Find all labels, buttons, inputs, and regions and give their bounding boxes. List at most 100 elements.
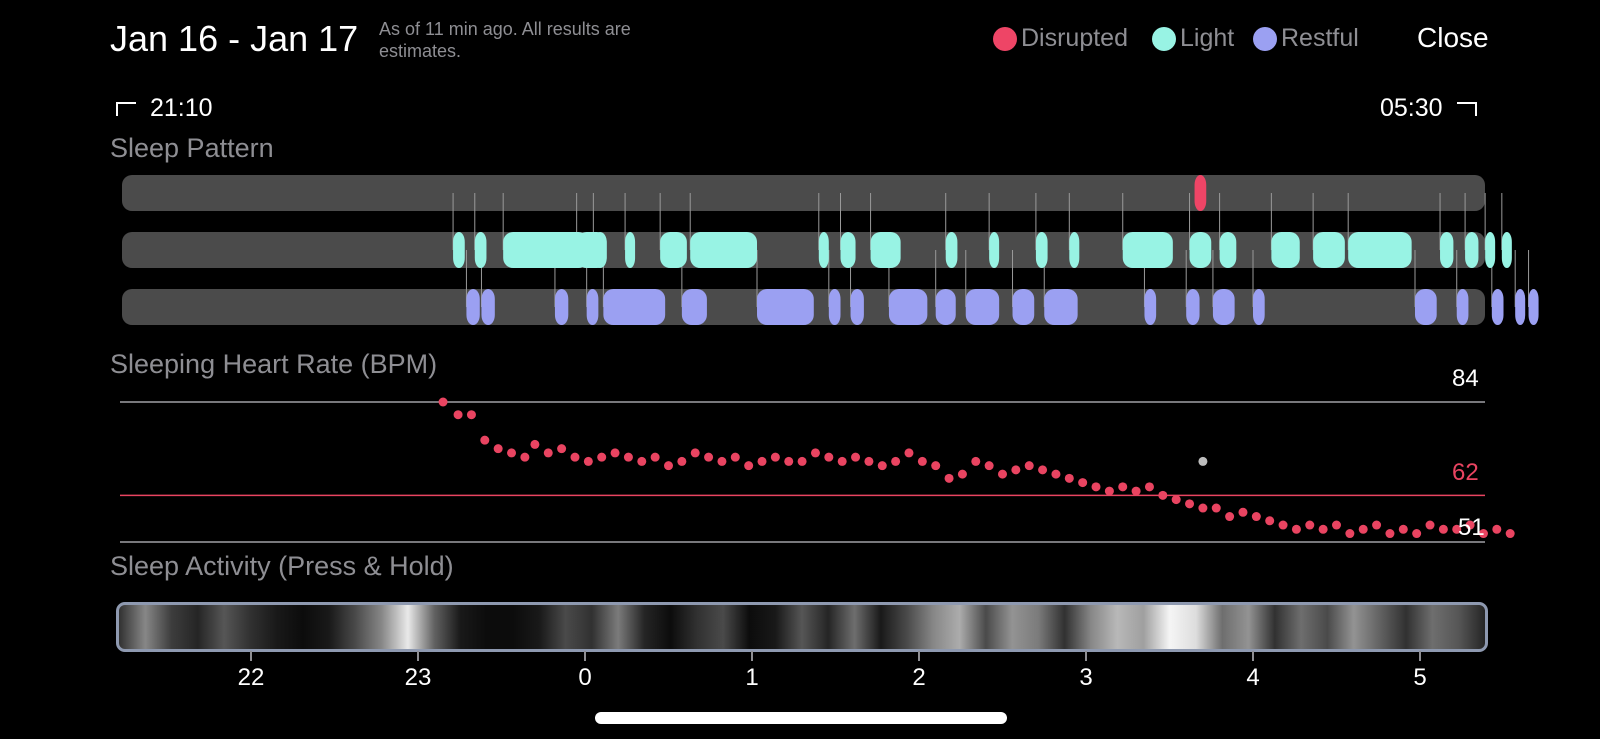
hr-point <box>1251 512 1261 522</box>
hr-point <box>677 456 687 466</box>
legend-label: Restful <box>1281 24 1359 52</box>
segment-restful <box>1012 289 1035 325</box>
hr-point <box>530 439 540 449</box>
segment-restful <box>1515 289 1526 325</box>
hr-point <box>1185 499 1195 509</box>
hr-point <box>1438 524 1448 534</box>
axis-tick <box>250 651 252 661</box>
segment-restful <box>757 289 814 325</box>
sleep-activity-bar[interactable] <box>116 602 1488 652</box>
segment-restful <box>1212 289 1235 325</box>
hr-point <box>637 456 647 466</box>
hr-point <box>1492 524 1502 534</box>
hr-point <box>1505 529 1515 539</box>
heart-rate-title: Sleeping Heart Rate (BPM) <box>110 349 438 379</box>
hr-point <box>1265 516 1275 526</box>
hr-point <box>1211 503 1221 513</box>
segment-disrupted <box>1194 175 1207 211</box>
segment-light <box>503 232 589 268</box>
hr-point <box>493 444 503 454</box>
segment-restful <box>828 289 841 325</box>
hr-point <box>1398 524 1408 534</box>
segment-light <box>1348 232 1412 268</box>
hr-point <box>1291 524 1301 534</box>
segment-restful <box>1044 289 1078 325</box>
legend-label: Light <box>1180 24 1235 52</box>
hr-point <box>837 456 847 466</box>
hr-point <box>744 461 754 471</box>
hr-point <box>466 410 476 420</box>
close-button[interactable]: Close <box>1417 22 1489 53</box>
restful-dot-icon <box>1253 26 1277 51</box>
hr-point <box>570 452 580 462</box>
segment-light <box>453 232 465 268</box>
hr-point <box>438 397 448 407</box>
segment-restful <box>1528 289 1539 325</box>
segment-restful <box>888 289 928 325</box>
sleep-pattern-chart[interactable] <box>0 170 1600 340</box>
segment-light <box>945 232 958 268</box>
hr-point <box>1131 486 1141 496</box>
sleep-pattern-title: Sleep Pattern <box>110 133 274 163</box>
hr-point <box>757 456 767 466</box>
segment-light <box>1069 232 1080 268</box>
disrupted-dot-icon <box>993 26 1017 51</box>
hr-point <box>1412 529 1422 539</box>
axis-tick <box>417 651 419 661</box>
segment-restful <box>1414 289 1437 325</box>
axis-label-22: 22 <box>237 664 265 691</box>
hr-point <box>1465 520 1475 530</box>
hr-point <box>1118 482 1128 492</box>
update-status: As of 11 min ago. All results are estima… <box>379 19 631 61</box>
hr-point <box>1171 495 1181 505</box>
axis-label-3: 3 <box>1079 664 1093 691</box>
hr-point <box>1078 478 1088 488</box>
hr-point <box>623 452 633 462</box>
hr-avg-label: 62 <box>1452 459 1479 486</box>
range-start-time: 21:10 <box>150 94 213 122</box>
axis-tick <box>918 651 920 661</box>
hr-point <box>1238 507 1248 517</box>
hr-point <box>1104 486 1114 496</box>
hr-point <box>1064 473 1074 483</box>
hr-point <box>1225 512 1235 522</box>
axis-tick <box>751 651 753 661</box>
hr-point <box>931 461 941 471</box>
hr-point <box>704 452 714 462</box>
hr-point <box>453 410 463 420</box>
hr-point <box>1011 465 1021 475</box>
hr-point <box>690 448 700 458</box>
hr-min-label: 51 <box>1458 514 1485 541</box>
hr-point <box>1024 461 1034 471</box>
hr-point <box>891 456 901 466</box>
hr-point <box>824 452 834 462</box>
segment-restful <box>481 289 495 325</box>
hr-point <box>610 448 620 458</box>
hr-point <box>1332 520 1341 530</box>
hr-point <box>1038 465 1048 475</box>
hr-point <box>971 456 981 466</box>
home-indicator[interactable] <box>595 712 1007 724</box>
hr-point <box>1158 490 1168 500</box>
segment-restful <box>850 289 864 325</box>
hr-point <box>784 456 794 466</box>
hr-point <box>864 456 874 466</box>
axis-label-0: 0 <box>578 664 592 691</box>
hr-point <box>877 461 887 471</box>
hr-point <box>1278 520 1288 530</box>
segment-light <box>1189 232 1212 268</box>
hr-point <box>543 448 553 458</box>
segment-light <box>1035 232 1048 268</box>
hr-max-label: 84 <box>1452 365 1479 392</box>
hr-point <box>717 456 727 466</box>
segment-restful <box>1186 289 1200 325</box>
segment-light <box>1501 232 1512 268</box>
sleep-activity-title: Sleep Activity (Press & Hold) <box>110 551 454 581</box>
hr-point <box>1358 524 1368 534</box>
segment-restful <box>681 289 707 325</box>
axis-tick <box>1252 651 1254 661</box>
hr-point <box>957 469 967 479</box>
hr-point <box>917 456 927 466</box>
segment-restful <box>466 289 480 325</box>
hr-point <box>520 452 530 462</box>
